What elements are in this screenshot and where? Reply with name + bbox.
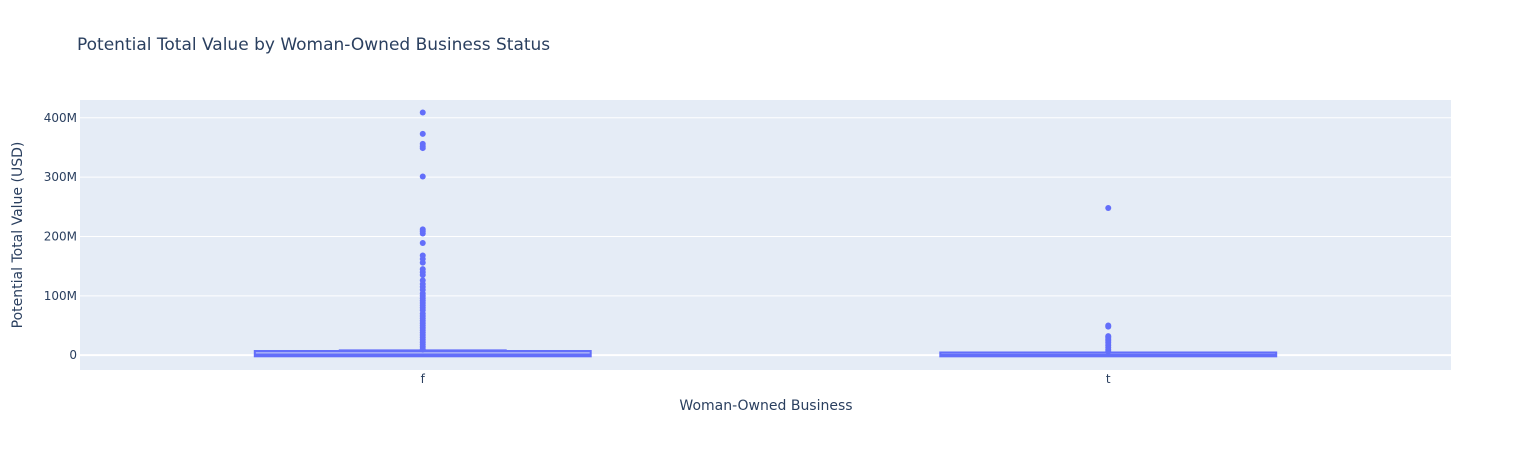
x-tick-label: t [1106,372,1111,386]
box-f [253,109,592,358]
outlier-point [419,240,426,247]
plot-area [80,100,1451,370]
outlier-point [1105,205,1112,211]
outlier-point [419,145,426,152]
y-axis-ticks: 0 100M 200M 300M 400M [44,111,77,362]
outlier-point [419,259,426,266]
y-tick-label: 300M [44,170,77,184]
box-series [253,109,1278,358]
outlier-point [419,230,426,237]
outlier-point [1105,323,1112,330]
outlier-point [419,109,426,116]
outlier-point [1105,348,1112,355]
y-tick-label: 0 [69,348,77,362]
y-tick-label: 100M [44,289,77,303]
y-tick-label: 200M [44,229,77,243]
outlier-point [419,346,426,353]
outlier-point [419,173,426,180]
y-tick-label: 400M [44,111,77,125]
x-tick-label: f [421,372,426,386]
outlier-point [419,272,426,279]
y-axis-title: Potential Total Value (USD) [10,142,26,329]
outlier-point [419,130,426,137]
box-t [939,205,1278,358]
chart-title: Potential Total Value by Woman-Owned Bus… [77,35,550,55]
x-axis-title: Woman-Owned Business [679,398,852,414]
